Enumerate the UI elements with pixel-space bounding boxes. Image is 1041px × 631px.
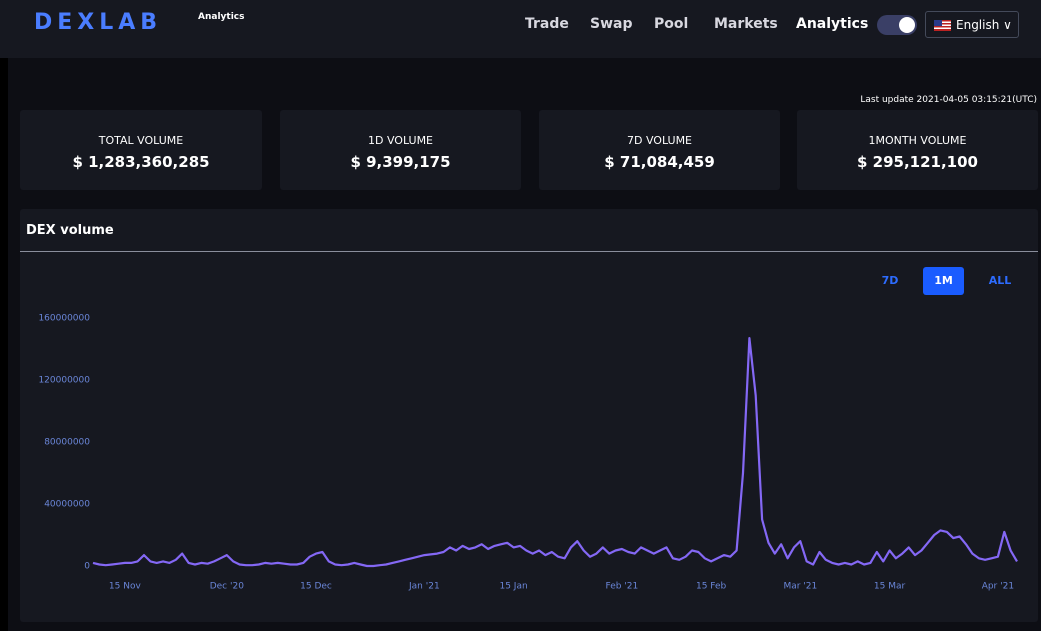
y-tick-label: 120000000 xyxy=(38,376,90,386)
x-tick-label: 15 Dec xyxy=(300,582,332,592)
nav-link[interactable]: Trade xyxy=(525,16,569,32)
x-tick-label: Dec '20 xyxy=(210,582,244,592)
range-button[interactable]: 7D xyxy=(881,274,899,287)
x-tick-label: Feb '21 xyxy=(606,582,639,592)
stat-value: $ 9,399,175 xyxy=(350,153,451,171)
series-line xyxy=(92,337,1018,568)
nav-link[interactable]: Pool xyxy=(654,16,689,32)
x-tick-label: 15 Feb xyxy=(696,582,727,592)
y-tick-label: 160000000 xyxy=(38,314,90,324)
stat-label: 7D VOLUME xyxy=(626,134,693,147)
stat-card: 1MONTH VOLUME $ 295,121,100 xyxy=(797,110,1038,190)
stat-label: 1D VOLUME xyxy=(367,134,434,147)
stat-label: TOTAL VOLUME xyxy=(98,134,184,147)
range-button[interactable]: 1M xyxy=(923,267,964,295)
logo[interactable]: DEXLAB xyxy=(34,10,163,35)
x-tick-label: Jan '21 xyxy=(408,582,440,592)
logo-subtitle: Analytics xyxy=(198,12,245,22)
language-label: English xyxy=(956,18,1000,32)
stat-card: 1D VOLUME $ 9,399,175 xyxy=(280,110,521,190)
language-select[interactable]: English ∨ xyxy=(925,11,1019,38)
divider xyxy=(20,251,1038,252)
x-tick-label: Apr '21 xyxy=(982,582,1014,592)
y-tick-label: 80000000 xyxy=(44,438,90,448)
y-tick-label: 40000000 xyxy=(44,500,90,510)
nav-bar: DEXLAB Analytics Trade Swap Pool Markets… xyxy=(0,0,1041,58)
x-tick-label: 15 Nov xyxy=(109,582,142,592)
nav-link[interactable]: Analytics xyxy=(796,16,869,32)
theme-toggle[interactable] xyxy=(877,15,917,35)
nav-link[interactable]: Swap xyxy=(590,16,633,32)
stat-value: $ 295,121,100 xyxy=(857,153,978,171)
toggle-knob xyxy=(899,17,915,33)
flag xyxy=(934,20,951,31)
x-tick-label: 15 Mar xyxy=(874,582,906,592)
y-tick-label: 0 xyxy=(84,562,90,572)
stat-card: TOTAL VOLUME $ 1,283,360,285 xyxy=(20,110,262,190)
nav-link[interactable]: Markets xyxy=(714,16,778,32)
range-button[interactable]: ALL xyxy=(988,274,1012,287)
stat-value: $ 1,283,360,285 xyxy=(72,153,210,171)
chart-title: DEX volume xyxy=(26,223,114,238)
stat-label: 1MONTH VOLUME xyxy=(868,134,967,147)
last-update: Last update 2021-04-05 03:15:21(UTC) xyxy=(860,95,1037,105)
chart-panel: DEX volume 7D 1M ALL xyxy=(20,209,1038,622)
stat-card: 7D VOLUME $ 71,084,459 xyxy=(539,110,780,190)
x-tick-label: 15 Jan xyxy=(499,582,527,592)
stat-value: $ 71,084,459 xyxy=(604,153,715,171)
x-tick-label: Mar '21 xyxy=(783,582,817,592)
